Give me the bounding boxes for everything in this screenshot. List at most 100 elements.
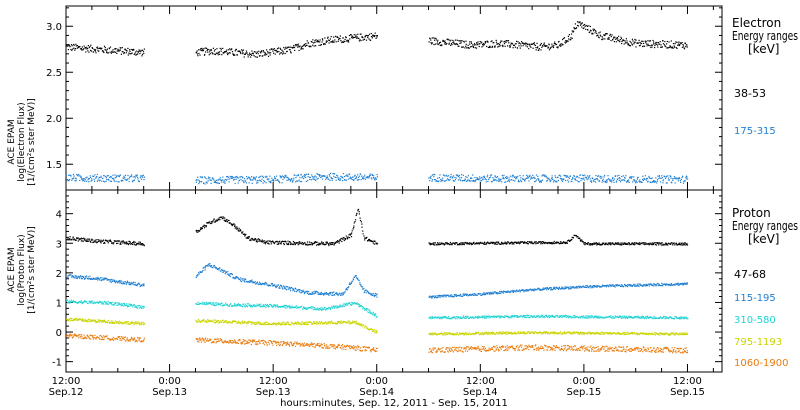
data-point — [133, 304, 135, 306]
data-point — [317, 39, 319, 41]
data-point — [249, 52, 251, 54]
data-point — [235, 276, 237, 278]
data-point — [364, 174, 366, 176]
data-point — [324, 37, 326, 39]
data-point — [332, 291, 334, 294]
data-point — [295, 306, 297, 308]
data-point — [543, 316, 545, 318]
data-point — [96, 301, 98, 303]
data-point — [362, 39, 364, 41]
data-point — [450, 294, 452, 296]
data-point — [324, 292, 326, 294]
data-point — [438, 180, 440, 182]
data-point — [643, 243, 645, 245]
data-point — [629, 45, 631, 47]
data-point — [610, 243, 612, 245]
data-point — [612, 243, 614, 245]
data-point — [601, 36, 604, 38]
data-point — [259, 180, 261, 182]
data-point — [512, 291, 514, 293]
data-point — [220, 179, 222, 181]
data-point — [212, 47, 214, 49]
data-point — [353, 179, 355, 181]
data-point — [75, 43, 77, 45]
data-point — [291, 288, 294, 290]
data-point — [513, 176, 515, 178]
data-point — [547, 47, 549, 49]
data-point — [208, 178, 210, 180]
data-point — [478, 178, 480, 180]
data-point — [580, 22, 582, 24]
data-point — [552, 178, 554, 180]
data-point — [546, 180, 548, 182]
data-point — [341, 237, 343, 239]
data-point — [560, 45, 562, 47]
data-point — [371, 293, 373, 295]
data-point — [592, 244, 594, 246]
data-point — [469, 177, 472, 180]
data-point — [142, 307, 145, 309]
data-point — [490, 242, 492, 244]
data-point — [613, 181, 615, 183]
data-point — [281, 287, 283, 289]
data-point — [327, 243, 329, 245]
data-point — [650, 44, 653, 46]
data-point — [230, 303, 232, 305]
data-point — [138, 49, 140, 51]
data-point — [548, 317, 551, 319]
data-point — [342, 238, 344, 240]
data-point — [105, 277, 107, 279]
data-point — [627, 181, 629, 183]
data-point — [231, 177, 233, 179]
data-point — [141, 49, 143, 51]
data-point — [204, 302, 206, 304]
data-point — [216, 220, 218, 222]
data-point — [625, 42, 627, 44]
electron-plot-frame — [65, 5, 723, 191]
data-point — [105, 49, 107, 51]
data-point — [570, 39, 572, 41]
data-point — [645, 242, 647, 244]
data-point — [501, 291, 503, 293]
data-point — [457, 176, 460, 178]
data-point — [73, 239, 75, 241]
data-point — [432, 173, 435, 176]
data-point — [274, 179, 276, 181]
data-point — [465, 40, 467, 42]
data-point — [624, 40, 626, 42]
data-point — [261, 305, 263, 307]
data-point — [538, 316, 540, 318]
data-point — [612, 38, 614, 41]
data-point — [648, 175, 650, 177]
data-point — [252, 304, 254, 306]
data-point — [682, 44, 684, 46]
data-point — [373, 240, 375, 242]
data-point — [353, 225, 355, 227]
data-point — [335, 179, 337, 181]
data-point — [126, 306, 129, 308]
data-point — [483, 243, 485, 245]
data-point — [279, 242, 281, 244]
data-point — [123, 52, 125, 54]
data-point — [595, 286, 598, 288]
data-point — [438, 294, 441, 296]
data-point — [473, 180, 475, 182]
data-point — [604, 285, 606, 287]
data-point — [233, 54, 235, 56]
data-point — [686, 244, 689, 246]
data-point — [490, 176, 492, 178]
data-point — [267, 55, 270, 57]
data-point — [505, 177, 507, 179]
data-point — [511, 315, 513, 317]
data-point — [677, 44, 679, 46]
data-point — [443, 243, 445, 245]
data-point — [261, 51, 263, 53]
data-point — [539, 241, 541, 243]
data-point — [90, 278, 92, 280]
data-point — [306, 173, 308, 175]
data-point — [290, 52, 292, 54]
data-point — [349, 283, 351, 285]
data-point — [430, 175, 432, 177]
data-point — [495, 292, 497, 294]
data-point — [80, 275, 82, 277]
